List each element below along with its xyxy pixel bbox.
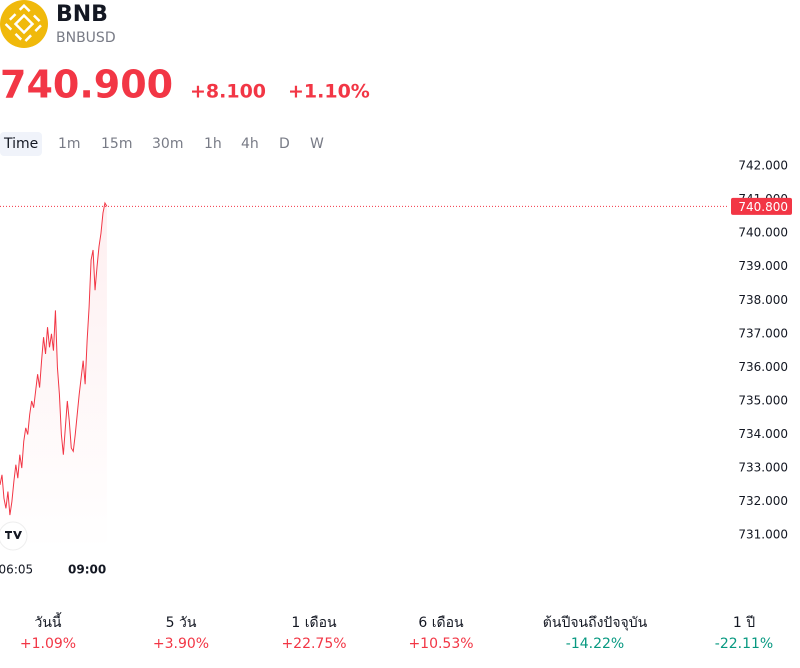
- last-price-box: [731, 197, 792, 215]
- timeframe-tab[interactable]: 30m: [152, 136, 183, 152]
- period-label[interactable]: 1 ปี: [733, 615, 755, 631]
- price-change-pct: +1.10%: [288, 81, 370, 103]
- logo: [0, 0, 48, 48]
- period-change[interactable]: +3.90%: [153, 636, 209, 652]
- y-tick-label: 735.000: [738, 393, 788, 407]
- y-tick-label: 738.000: [738, 293, 788, 307]
- period-label[interactable]: ต้นปีจนถึงปัจจุบัน: [543, 615, 648, 631]
- period-change[interactable]: -22.11%: [715, 636, 773, 652]
- y-tick-label: 740.000: [738, 226, 788, 240]
- period-change[interactable]: +10.53%: [408, 636, 473, 652]
- tab-selected-bg: [0, 132, 42, 156]
- period-change[interactable]: +1.09%: [20, 636, 76, 652]
- price-change: +8.100: [190, 81, 266, 103]
- y-tick-label: 737.000: [738, 326, 788, 340]
- timeframe-tab[interactable]: D: [279, 136, 290, 152]
- y-tick-label: 731.000: [738, 528, 788, 542]
- price-line: [0, 201, 108, 516]
- timeframe-tab[interactable]: 15m: [101, 136, 132, 152]
- price: 740.900: [0, 63, 173, 107]
- timeframe-tab[interactable]: 1h: [204, 136, 222, 152]
- y-tick-label: 736.000: [738, 360, 788, 374]
- line-area: [0, 202, 107, 553]
- y-tick-label: 733.000: [738, 461, 788, 475]
- period-label[interactable]: 5 วัน: [166, 615, 197, 631]
- last-price-label: 740.800: [738, 200, 788, 214]
- period-change[interactable]: -14.22%: [566, 636, 624, 652]
- asset-name: BNB: [56, 2, 108, 27]
- x-tick-label: 09:00: [68, 563, 106, 577]
- period-label[interactable]: 1 เดือน: [291, 615, 337, 631]
- y-tick-label: 732.000: [738, 494, 788, 508]
- y-tick-label: 742.000: [738, 159, 788, 173]
- period-change[interactable]: +22.75%: [281, 636, 346, 652]
- asset-symbol: BNBUSD: [56, 30, 116, 46]
- tv-logo: [0, 521, 28, 551]
- y-tick-label: 734.000: [738, 427, 788, 441]
- timeframe-tab[interactable]: W: [310, 136, 324, 152]
- timeframe-tab[interactable]: 4h: [241, 136, 259, 152]
- period-label[interactable]: 6 เดือน: [418, 615, 464, 631]
- period-label[interactable]: วันนี้: [34, 612, 62, 631]
- timeframe-tab[interactable]: 1m: [58, 136, 81, 152]
- x-tick-label: 06:05: [0, 563, 33, 577]
- timeframe-tab[interactable]: Time: [3, 136, 38, 152]
- y-tick-label: 739.000: [738, 259, 788, 273]
